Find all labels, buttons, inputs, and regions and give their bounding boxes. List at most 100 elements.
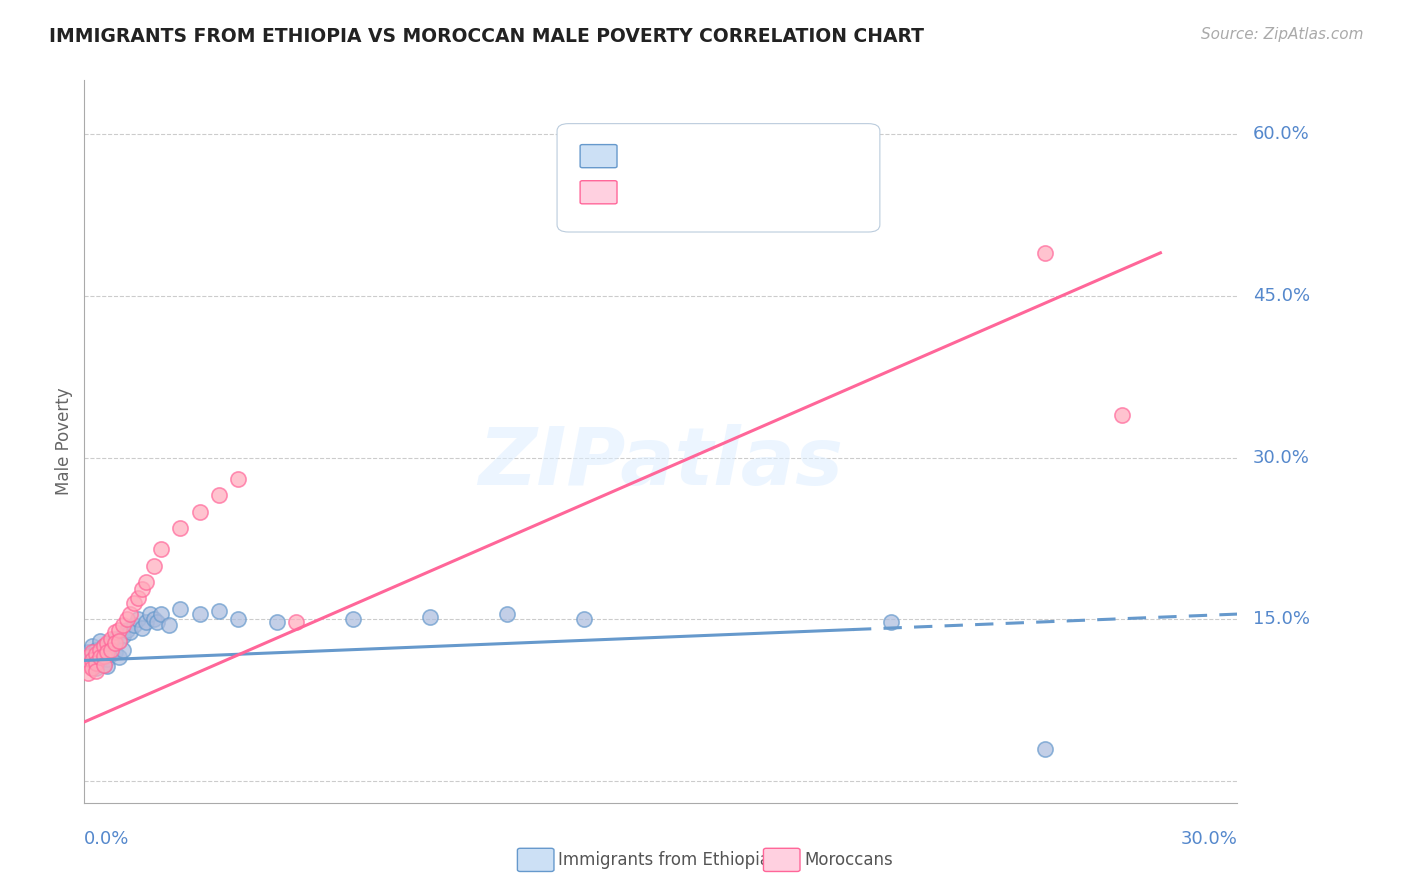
Point [572,612,595,626]
Point [135,615,157,629]
Point [93,640,115,654]
Point [142,558,165,573]
Point [150,607,173,621]
Y-axis label: Male Poverty: Male Poverty [55,388,73,495]
Point [93,657,115,672]
Point [100,647,122,661]
Text: 38: 38 [793,183,818,202]
Point [120,607,142,621]
FancyBboxPatch shape [581,145,617,168]
Point [142,612,165,626]
Point [120,625,142,640]
Point [104,625,127,640]
Point [77,650,100,665]
Point [104,636,127,650]
Text: 15.0%: 15.0% [1253,610,1309,629]
Point [93,657,115,672]
Point [93,649,115,664]
Point [93,640,115,654]
Point [77,656,100,670]
Point [342,612,364,626]
Point [77,657,100,672]
Point [208,604,231,618]
Point [111,629,134,643]
Point [80,653,103,667]
Point [135,574,157,589]
Point [127,591,149,605]
Point [188,505,211,519]
Text: 0.705: 0.705 [678,183,730,202]
Point [108,650,131,665]
Point [1111,408,1133,422]
Point [84,656,107,670]
Point [100,642,122,657]
Point [131,621,153,635]
Point [208,488,231,502]
Point [124,596,146,610]
Text: 30.0%: 30.0% [1181,830,1237,847]
Point [108,624,131,638]
Text: 50: 50 [793,147,818,165]
Point [84,661,107,675]
FancyBboxPatch shape [557,124,880,232]
Point [108,634,131,648]
Point [419,610,441,624]
Point [111,642,134,657]
Point [266,615,288,629]
Text: 30.0%: 30.0% [1253,449,1309,467]
Point [80,657,103,672]
Point [100,636,122,650]
Point [115,624,138,638]
Point [169,601,191,615]
Point [100,632,122,646]
Point [146,615,169,629]
Point [104,645,127,659]
Text: R =: R = [633,183,671,202]
Point [124,618,146,632]
Point [1033,742,1056,756]
Point [96,645,118,659]
Point [115,612,138,626]
Point [111,618,134,632]
Text: 0.0%: 0.0% [84,830,129,847]
Point [96,636,118,650]
FancyBboxPatch shape [581,181,617,204]
Text: ZIPatlas: ZIPatlas [478,425,844,502]
Text: R =: R = [633,147,671,165]
Point [93,650,115,665]
Text: 60.0%: 60.0% [1253,125,1309,144]
Point [89,647,111,661]
Point [89,650,111,665]
Point [84,647,107,661]
Point [77,650,100,665]
Text: IMMIGRANTS FROM ETHIOPIA VS MOROCCAN MALE POVERTY CORRELATION CHART: IMMIGRANTS FROM ETHIOPIA VS MOROCCAN MAL… [49,27,924,45]
Point [131,582,153,597]
Point [84,649,107,664]
Point [880,615,903,629]
Point [188,607,211,621]
Text: N =: N = [748,183,787,202]
Point [138,607,160,621]
Point [89,642,111,657]
Text: N =: N = [748,147,787,165]
Point [89,634,111,648]
Text: 0.108: 0.108 [678,147,730,165]
Point [96,658,118,673]
Point [80,645,103,659]
Point [80,661,103,675]
Point [169,521,191,535]
Text: Immigrants from Ethiopia: Immigrants from Ethiopia [558,851,770,869]
Point [84,657,107,672]
Point [77,645,100,659]
Point [226,472,249,486]
Point [96,652,118,666]
Point [84,642,107,657]
Text: Moroccans: Moroccans [804,851,893,869]
Point [80,640,103,654]
Point [96,645,118,659]
Point [127,612,149,626]
Point [150,542,173,557]
Point [108,634,131,648]
Point [77,666,100,681]
Point [84,665,107,679]
